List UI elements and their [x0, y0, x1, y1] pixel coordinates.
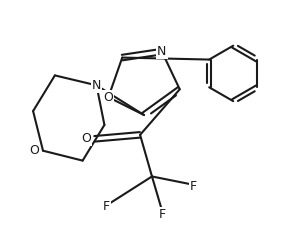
Text: F: F: [158, 208, 166, 221]
Text: O: O: [103, 91, 113, 104]
Text: O: O: [29, 144, 39, 157]
Text: F: F: [190, 180, 197, 193]
Text: O: O: [82, 132, 91, 145]
Text: F: F: [103, 200, 110, 213]
Text: N: N: [92, 79, 101, 92]
Text: N: N: [157, 45, 167, 58]
